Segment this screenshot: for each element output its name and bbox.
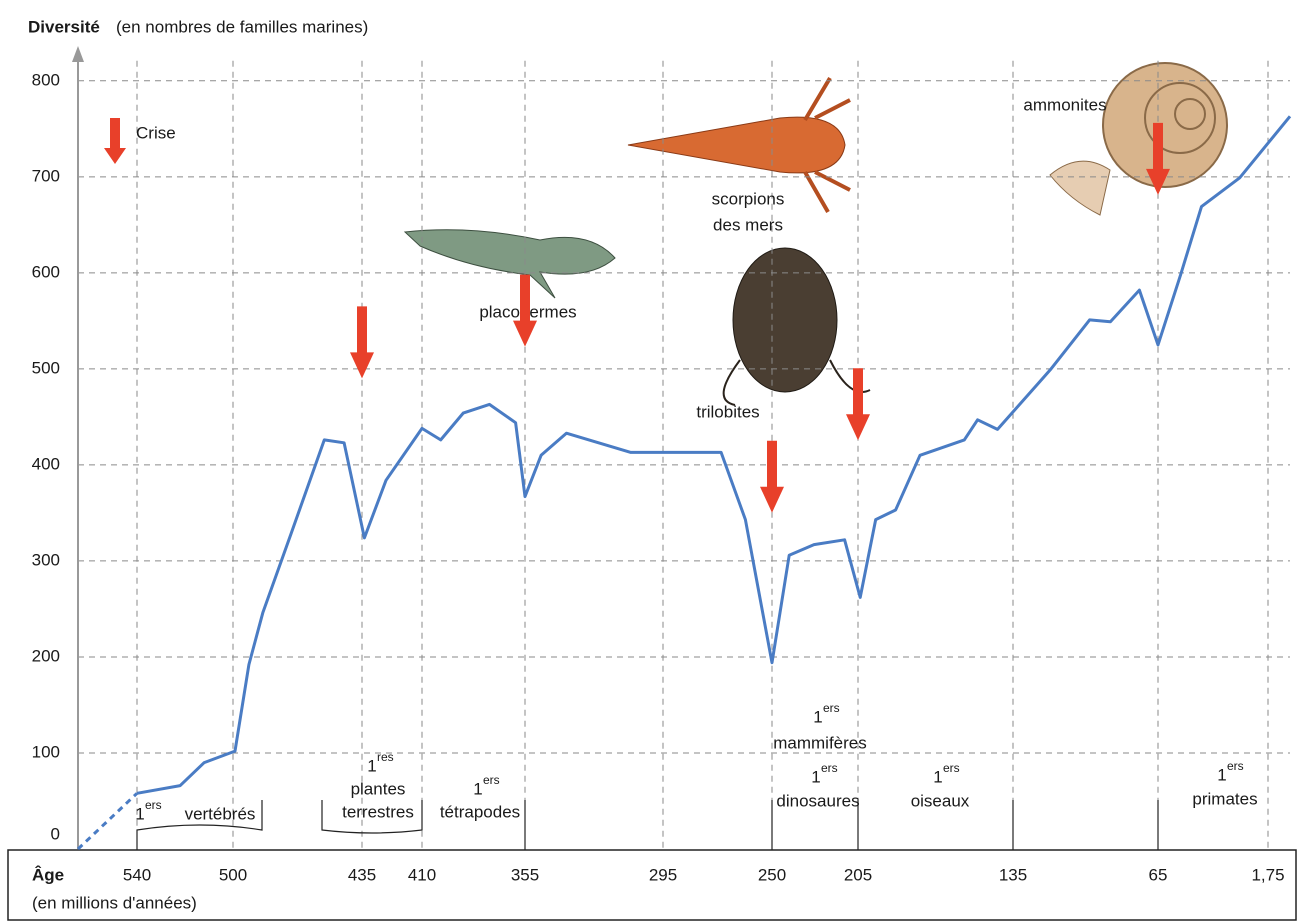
crisis-arrow bbox=[760, 441, 784, 513]
y-label-note: (en nombres de familles marines) bbox=[116, 17, 368, 36]
x-tick-label: 410 bbox=[408, 865, 436, 884]
annotation-brackets bbox=[137, 800, 1158, 850]
x-tick-label: 435 bbox=[348, 865, 376, 884]
x-tick-label: 250 bbox=[758, 865, 786, 884]
annotation-number: 1 bbox=[473, 779, 482, 798]
crisis-arrow bbox=[846, 368, 870, 440]
annotation-text: primates bbox=[1192, 789, 1257, 808]
annotation-number: 1 bbox=[135, 804, 144, 823]
annotation-suffix: ers bbox=[821, 761, 838, 775]
x-tick-label: 65 bbox=[1149, 865, 1168, 884]
annotation-text: mammifères bbox=[773, 733, 867, 752]
y-tick-label: 500 bbox=[32, 358, 60, 377]
figure-label: trilobites bbox=[696, 402, 759, 421]
annotation-text: vertébrés bbox=[185, 804, 256, 823]
annotation-suffix: ers bbox=[483, 773, 500, 787]
y-tick-label: 700 bbox=[32, 166, 60, 185]
annotation-suffix: ers bbox=[1227, 759, 1244, 773]
y-label: Diversité bbox=[28, 17, 100, 36]
data-line bbox=[78, 793, 137, 849]
annotation-suffix: ers bbox=[823, 701, 840, 715]
y-tick-label: 200 bbox=[32, 646, 60, 665]
annotation-text: terrestres bbox=[342, 802, 414, 821]
chart: Diversité (en nombres de familles marine… bbox=[0, 0, 1298, 922]
annotation-text: dinosaures bbox=[776, 791, 859, 810]
x-label-note: (en millions d'années) bbox=[32, 893, 197, 912]
annotation-text: tétrapodes bbox=[440, 802, 520, 821]
y-tick-label: 100 bbox=[32, 742, 60, 761]
annotation-suffix: res bbox=[377, 750, 394, 764]
crisis-arrow bbox=[350, 306, 374, 378]
annotation-number: 1 bbox=[1217, 765, 1226, 784]
figure-label: des mers bbox=[713, 215, 783, 234]
figure-label: ammonites bbox=[1023, 95, 1106, 114]
y-axis-arrow bbox=[72, 46, 84, 62]
ammonite-drawing bbox=[1050, 63, 1227, 215]
y-tick-label: 300 bbox=[32, 550, 60, 569]
annotation-number: 1 bbox=[933, 767, 942, 786]
annotation-text: plantes bbox=[351, 779, 406, 798]
x-tick-label: 205 bbox=[844, 865, 872, 884]
annotation-suffix: ers bbox=[943, 761, 960, 775]
y-tick-label: 800 bbox=[32, 70, 60, 89]
annotation-text: oiseaux bbox=[911, 791, 970, 810]
placoderm-drawing bbox=[405, 230, 615, 298]
x-label: Âge bbox=[32, 865, 64, 884]
annotation-number: 1 bbox=[367, 756, 376, 775]
annotation-number: 1 bbox=[813, 707, 822, 726]
x-tick-label: 355 bbox=[511, 865, 539, 884]
x-axis-band bbox=[8, 850, 1296, 920]
annotation-suffix: ers bbox=[145, 798, 162, 812]
x-tick-label: 295 bbox=[649, 865, 677, 884]
annotation-number: 1 bbox=[811, 767, 820, 786]
y-tick-label: 400 bbox=[32, 454, 60, 473]
trilobite-drawing bbox=[724, 248, 870, 405]
legend-arrow bbox=[104, 118, 126, 164]
x-tick-label: 135 bbox=[999, 865, 1027, 884]
figure-label: scorpions bbox=[712, 189, 785, 208]
x-tick-label: 1,75 bbox=[1251, 865, 1284, 884]
x-tick-label: 500 bbox=[219, 865, 247, 884]
y-tick-label: 600 bbox=[32, 262, 60, 281]
y-tick-label: 0 bbox=[51, 824, 60, 843]
legend-label: Crise bbox=[136, 123, 176, 142]
x-tick-label: 540 bbox=[123, 865, 151, 884]
